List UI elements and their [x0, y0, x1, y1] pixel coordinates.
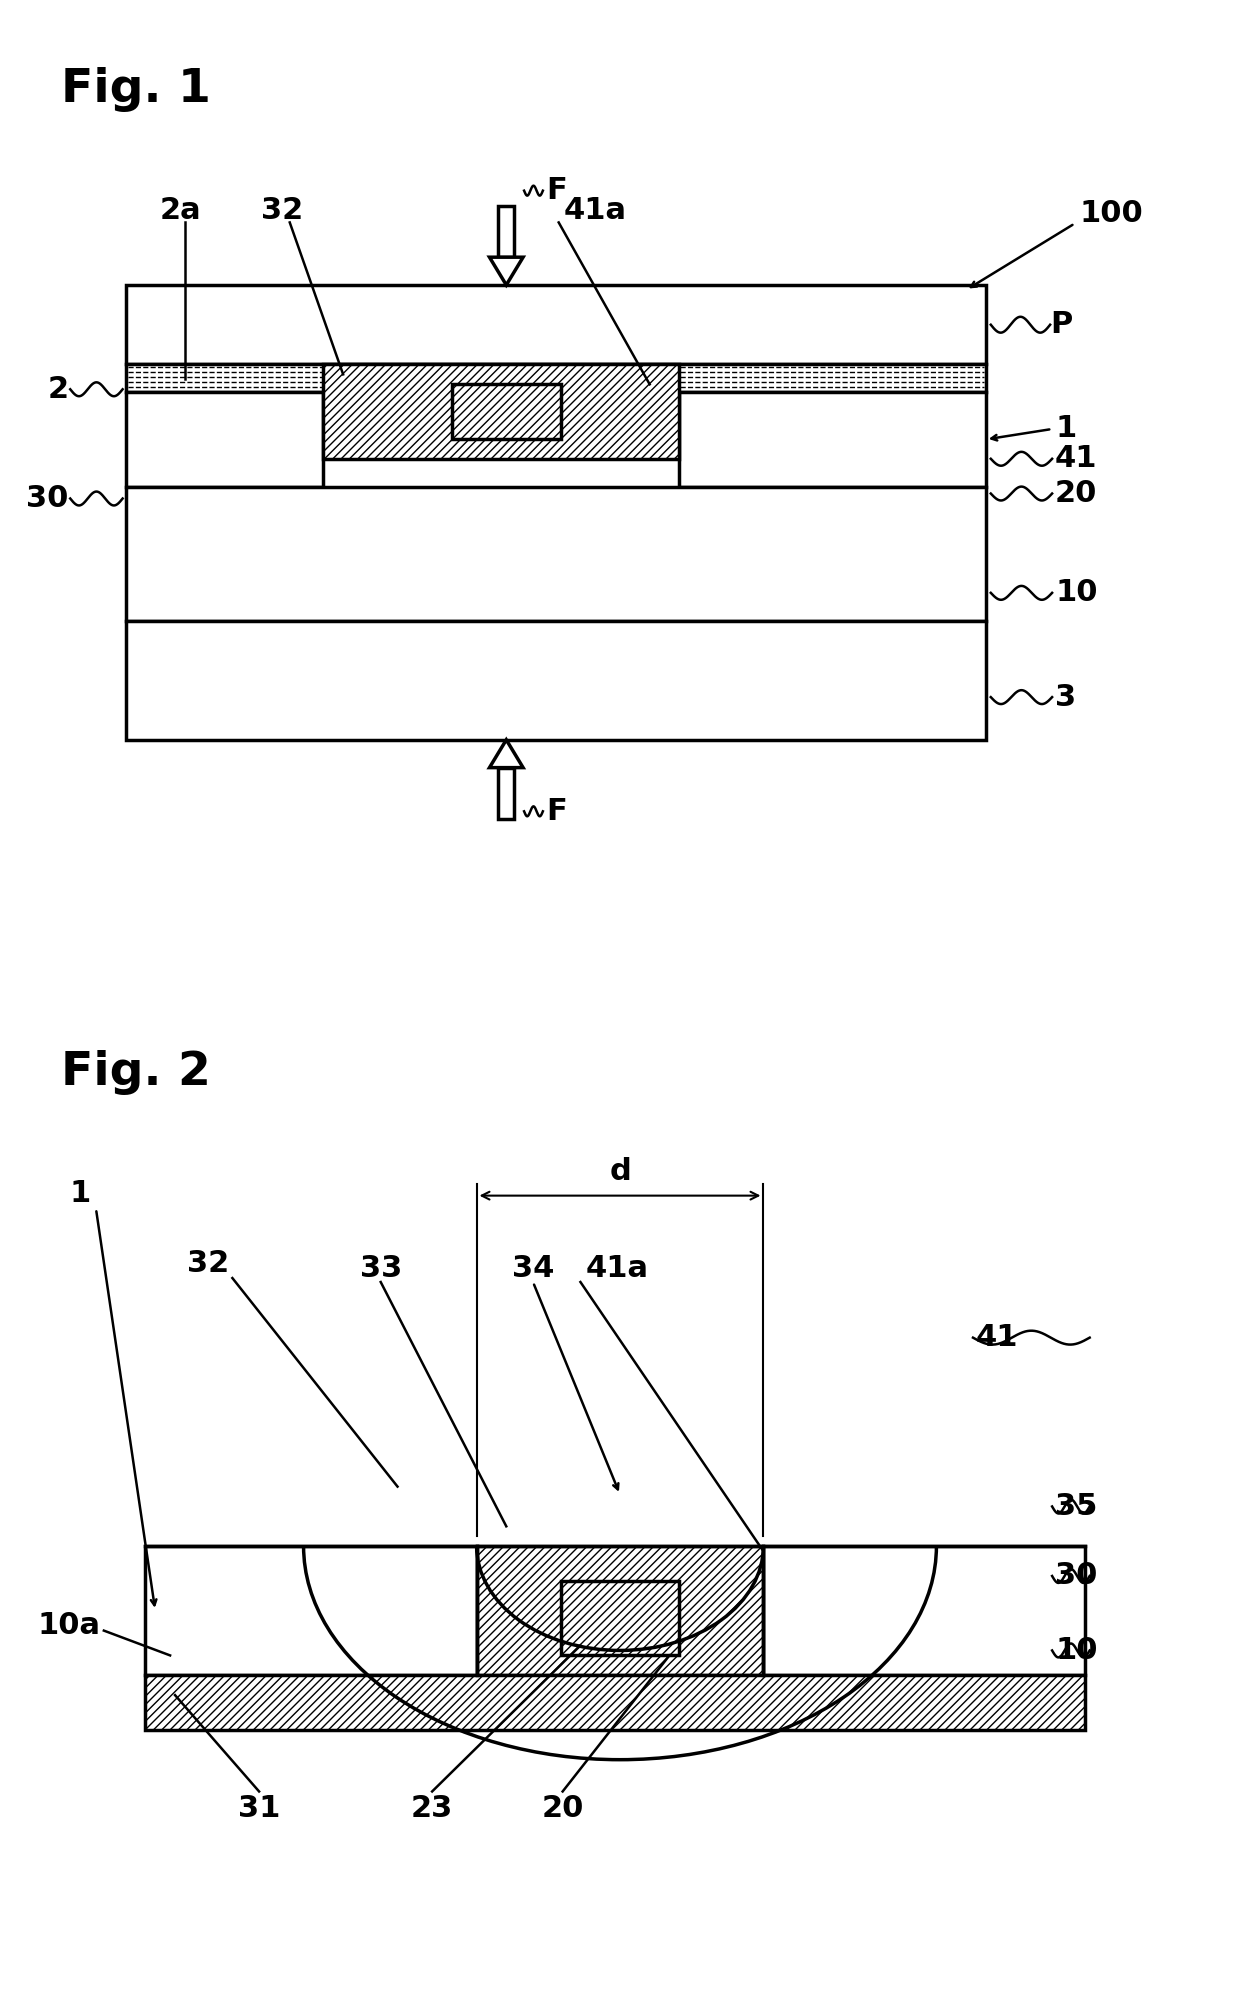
Polygon shape	[490, 740, 523, 768]
Bar	[560, 1580, 680, 1656]
Bar	[764, 1546, 1085, 1676]
Text: 41: 41	[976, 1324, 1018, 1352]
Text: 31: 31	[238, 1794, 280, 1824]
Text: d: d	[609, 1156, 631, 1186]
Text: P: P	[1050, 310, 1073, 340]
Text: 1: 1	[1055, 414, 1076, 444]
Bar	[125, 284, 986, 364]
Text: 41a: 41a	[564, 196, 626, 226]
Text: 41a: 41a	[585, 1254, 649, 1282]
Bar	[125, 486, 986, 620]
Bar	[476, 1546, 764, 1676]
Text: 35: 35	[1055, 1492, 1097, 1520]
Bar	[451, 384, 560, 438]
Text: 20: 20	[542, 1794, 584, 1824]
Bar	[324, 364, 680, 458]
Text: 10: 10	[1055, 578, 1097, 608]
Bar	[680, 392, 986, 486]
Text: 10a: 10a	[38, 1612, 100, 1640]
Text: 2: 2	[47, 374, 68, 404]
Text: F: F	[546, 176, 567, 206]
Text: 2a: 2a	[159, 196, 201, 226]
Text: 100: 100	[1080, 200, 1143, 228]
Text: 41: 41	[1055, 444, 1097, 474]
Text: Fig. 2: Fig. 2	[61, 1050, 211, 1094]
Bar	[498, 768, 515, 820]
Text: 30: 30	[1055, 1562, 1097, 1590]
Text: 23: 23	[410, 1794, 454, 1824]
Text: 33: 33	[360, 1254, 402, 1282]
Bar	[145, 1546, 476, 1676]
Text: Fig. 1: Fig. 1	[61, 66, 211, 112]
Text: 20: 20	[1055, 480, 1097, 508]
Text: 30: 30	[26, 484, 68, 514]
Text: 1: 1	[69, 1180, 91, 1208]
Polygon shape	[490, 258, 523, 284]
Text: F: F	[546, 796, 567, 826]
Text: 32: 32	[260, 196, 303, 226]
Text: 10: 10	[1055, 1636, 1097, 1664]
Text: 34: 34	[512, 1254, 554, 1282]
Bar	[125, 620, 986, 740]
Bar	[145, 1676, 1085, 1730]
Bar	[125, 364, 986, 392]
Text: 3: 3	[1055, 682, 1076, 712]
Bar	[125, 392, 324, 486]
Text: 32: 32	[187, 1248, 229, 1278]
Bar	[498, 206, 515, 258]
